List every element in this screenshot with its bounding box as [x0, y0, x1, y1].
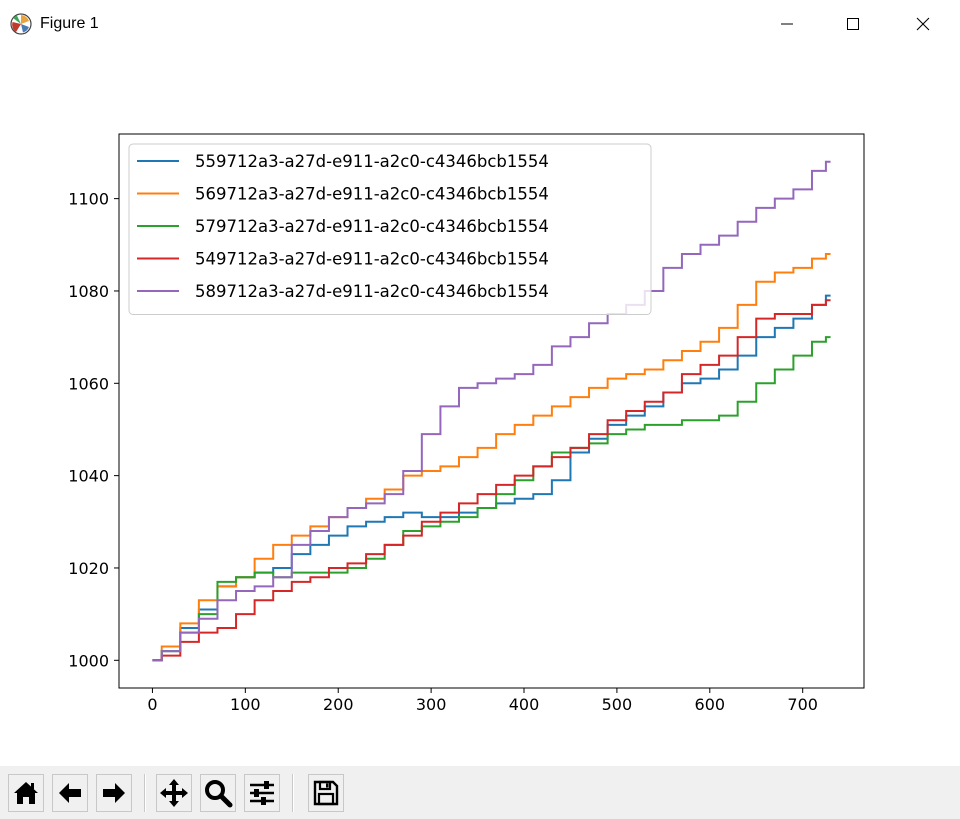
title-bar[interactable]: Figure 1 [0, 0, 960, 48]
forward-button[interactable] [96, 774, 132, 812]
close-button[interactable] [900, 0, 946, 48]
floppy-disk-icon [313, 780, 339, 806]
maximize-icon [847, 18, 859, 30]
x-tick-label: 0 [147, 695, 157, 714]
x-tick-label: 200 [323, 695, 354, 714]
x-tick-label: 700 [787, 695, 818, 714]
arrow-left-icon [59, 783, 81, 803]
arrow-right-icon [103, 783, 125, 803]
legend-label-1: 559712a3-a27d-e911-a2c0-c4346bcb1554 [195, 152, 549, 171]
y-tick-label: 1040 [68, 467, 109, 486]
y-tick-label: 1100 [68, 190, 109, 209]
x-tick-label: 300 [416, 695, 447, 714]
close-icon [916, 17, 930, 31]
series-line-4 [152, 299, 831, 662]
line-chart[interactable]: 0 100 200 300 400 500 600 700 1000 1020 1040 1060 10… [0, 48, 960, 766]
series-layer [152, 160, 831, 662]
legend-label-3: 579712a3-a27d-e911-a2c0-c4346bcb1554 [195, 217, 549, 236]
x-tick-label: 400 [509, 695, 540, 714]
pan-button[interactable] [156, 774, 192, 812]
sliders-icon [250, 781, 274, 805]
matplotlib-icon [10, 13, 32, 35]
x-tick-label: 600 [695, 695, 726, 714]
maximize-button[interactable] [830, 0, 876, 48]
navigation-toolbar [0, 766, 960, 819]
axes-layer: 0 100 200 300 400 500 600 700 1000 1020 1040 1060 10… [68, 133, 865, 714]
series-line-5 [152, 160, 831, 662]
window-title: Figure 1 [40, 15, 99, 32]
x-tick-label: 100 [230, 695, 261, 714]
home-icon [14, 782, 38, 804]
y-tick-label: 1020 [68, 559, 109, 578]
series-line-2 [152, 253, 831, 662]
back-button[interactable] [52, 774, 88, 812]
minimize-icon [781, 23, 793, 25]
legend-box [128, 143, 652, 315]
y-tick-label: 1000 [68, 651, 109, 670]
magnifier-icon [205, 780, 233, 808]
legend-label-2: 569712a3-a27d-e911-a2c0-c4346bcb1554 [195, 185, 549, 204]
y-tick-label: 1080 [68, 282, 109, 301]
legend-label-5: 589712a3-a27d-e911-a2c0-c4346bcb1554 [195, 282, 549, 301]
save-button[interactable] [308, 774, 344, 812]
x-tick-label: 500 [602, 695, 633, 714]
move-icon [160, 779, 188, 807]
configure-subplots-button[interactable] [244, 774, 280, 812]
home-button[interactable] [8, 774, 44, 812]
figure-canvas[interactable]: 0 100 200 300 400 500 600 700 1000 1020 1040 1060 10… [0, 48, 960, 766]
legend-label-4: 549712a3-a27d-e911-a2c0-c4346bcb1554 [195, 250, 549, 269]
toolbar-separator [144, 774, 146, 812]
minimize-button[interactable] [764, 0, 810, 48]
y-tick-label: 1060 [68, 374, 109, 393]
series-line-3 [152, 336, 831, 662]
legend: 559712a3-a27d-e911-a2c0-c4346bcb1554 5697… [128, 143, 652, 315]
axes-frame [118, 133, 865, 689]
toolbar-separator [292, 774, 294, 812]
zoom-button[interactable] [200, 774, 236, 812]
